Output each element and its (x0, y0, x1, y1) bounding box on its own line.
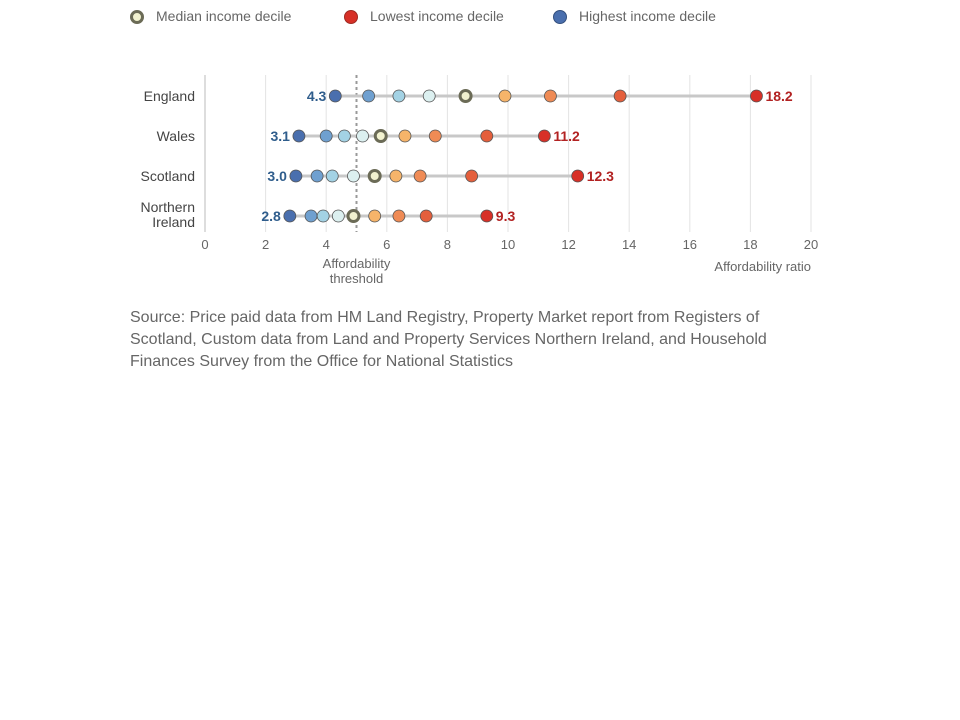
data-point-northern-ireland-3 (316, 209, 330, 223)
data-point-wales-6 (398, 129, 412, 143)
min-value-label-england: 4.3 (307, 88, 327, 104)
data-point-england-5 (458, 89, 473, 103)
data-point-england-9 (750, 89, 763, 103)
threshold-label-line-1: Affordability (323, 256, 391, 271)
data-point-northern-ireland-5 (346, 209, 361, 223)
legend-lowest-label: Lowest income decile (370, 8, 504, 24)
max-value-label-wales: 11.2 (553, 128, 580, 144)
x-tick-label-4: 4 (323, 237, 330, 252)
data-point-wales-2 (319, 129, 333, 143)
x-tick-label-8: 8 (444, 237, 451, 252)
min-value-label-scotland: 3.0 (267, 168, 287, 184)
data-point-scotland-3 (325, 169, 339, 183)
x-tick-label-10: 10 (501, 237, 515, 252)
data-point-northern-ireland-4 (331, 209, 345, 223)
data-point-wales-7 (428, 129, 442, 143)
threshold-label-line-2: threshold (330, 271, 383, 286)
data-point-scotland-2 (310, 169, 324, 183)
max-value-label-england: 18.2 (765, 88, 792, 104)
legend-lowest-swatch (344, 10, 358, 24)
max-value-label-northern-ireland: 9.3 (496, 208, 516, 224)
x-axis-title: Affordability ratio (714, 259, 811, 274)
source-note: Source: Price paid data from HM Land Reg… (130, 309, 767, 370)
category-label-wales-1: Wales (157, 128, 195, 144)
legend-median-label: Median income decile (156, 8, 292, 24)
data-point-northern-ireland-9 (480, 209, 494, 223)
data-point-england-6 (498, 89, 512, 103)
data-point-scotland-6 (389, 169, 403, 183)
data-point-england-1 (328, 89, 342, 103)
legend-highest-label: Highest income decile (579, 8, 716, 24)
x-tick-label-18: 18 (743, 237, 757, 252)
x-tick-label-6: 6 (383, 237, 390, 252)
data-point-wales-1 (292, 129, 306, 143)
data-point-scotland-7 (413, 169, 427, 183)
data-point-england-2 (362, 89, 376, 103)
data-point-scotland-9 (571, 169, 585, 183)
data-point-northern-ireland-8 (419, 209, 433, 223)
data-point-northern-ireland-2 (304, 209, 318, 223)
min-value-label-northern-ireland: 2.8 (261, 208, 281, 224)
data-point-scotland-5 (367, 169, 382, 183)
x-tick-label-20: 20 (804, 237, 818, 252)
data-point-england-8 (613, 89, 627, 103)
data-point-northern-ireland-6 (368, 209, 382, 223)
data-point-scotland-4 (347, 169, 360, 183)
data-point-wales-5 (373, 129, 388, 143)
data-point-wales-8 (480, 129, 494, 143)
category-label-england-1: England (144, 88, 195, 104)
category-label-northern-ireland-1: Northern (141, 199, 195, 215)
legend-median-swatch (130, 10, 144, 24)
max-value-label-scotland: 12.3 (587, 168, 614, 184)
x-tick-label-12: 12 (561, 237, 575, 252)
data-point-scotland-1 (289, 169, 303, 183)
data-point-england-7 (544, 89, 557, 103)
x-tick-label-0: 0 (201, 237, 208, 252)
min-value-label-wales: 3.1 (270, 128, 290, 144)
data-point-wales-9 (537, 129, 551, 143)
data-point-wales-3 (337, 129, 351, 143)
x-tick-label-16: 16 (683, 237, 697, 252)
data-point-england-4 (422, 89, 436, 103)
data-point-wales-4 (356, 129, 369, 143)
data-point-england-3 (392, 89, 406, 103)
data-point-northern-ireland-1 (283, 209, 297, 223)
data-point-northern-ireland-7 (392, 209, 406, 223)
category-label-northern-ireland-2: Ireland (152, 214, 195, 230)
data-point-scotland-8 (465, 169, 479, 183)
x-tick-label-2: 2 (262, 237, 269, 252)
category-label-scotland-1: Scotland (141, 168, 195, 184)
legend-highest-swatch (553, 10, 567, 24)
x-tick-label-14: 14 (622, 237, 636, 252)
